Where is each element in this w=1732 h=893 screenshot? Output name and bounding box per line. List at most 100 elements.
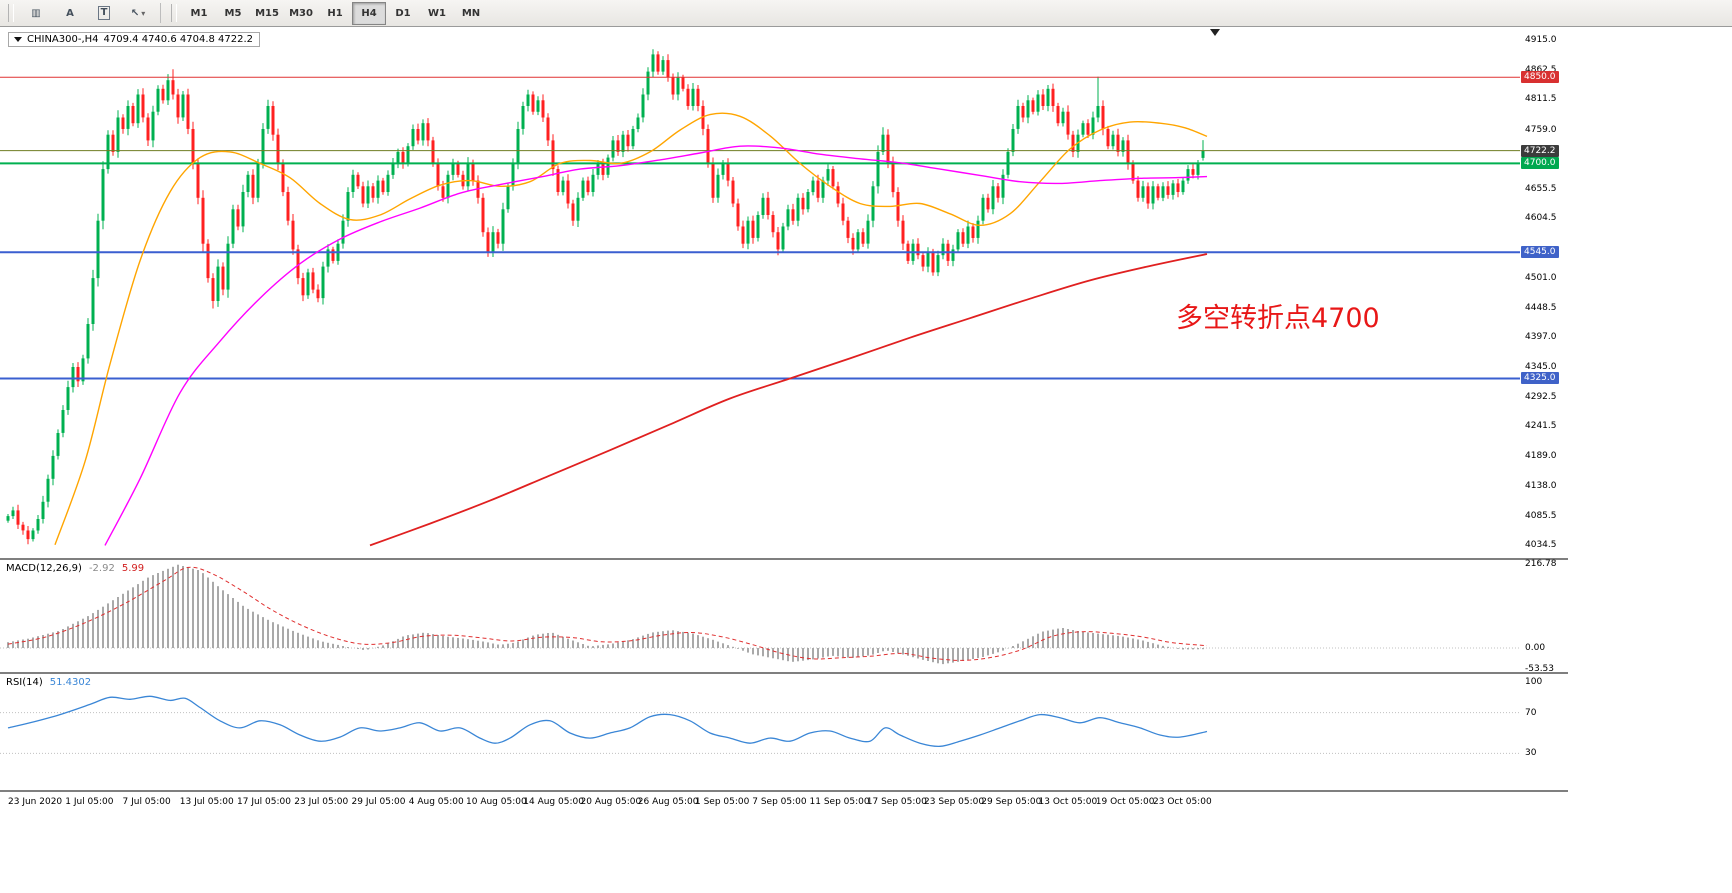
- time-axis[interactable]: 23 Jun 2020 1 Jul 05:00 7 Jul 05:00 13 Jul …: [0, 792, 1568, 814]
- price-tick: 4448.5: [1525, 302, 1557, 313]
- candle: [311, 267, 315, 294]
- toolbar-grip-2[interactable]: [171, 4, 177, 22]
- candle: [206, 239, 210, 283]
- candle: [856, 229, 860, 253]
- candle: [321, 261, 325, 305]
- candle: [841, 197, 845, 226]
- main-chart-canvas[interactable]: [0, 28, 1520, 558]
- chevron-down-icon[interactable]: ▾: [141, 8, 146, 18]
- candle: [1126, 134, 1130, 170]
- toolbar-grip[interactable]: [8, 4, 14, 22]
- candle: [366, 180, 370, 208]
- candle: [576, 192, 580, 227]
- timeframe-button-mn[interactable]: MN: [461, 7, 481, 19]
- candle: [201, 190, 205, 252]
- candle: [291, 214, 295, 255]
- candle: [271, 101, 275, 141]
- timeframe-button-d1[interactable]: D1: [395, 7, 411, 19]
- timeframe-button-m5[interactable]: M5: [224, 7, 242, 19]
- candle: [501, 202, 505, 251]
- macd-scale[interactable]: 216.78 0.00 -53.53: [1520, 559, 1568, 674]
- candle: [1096, 76, 1100, 123]
- macd-canvas[interactable]: [0, 560, 1520, 672]
- rsi-scale[interactable]: 100 70 30: [1520, 674, 1568, 790]
- macd-hist-value: -2.92: [88, 563, 115, 574]
- candle: [76, 362, 80, 387]
- candle: [966, 220, 970, 249]
- candle: [711, 157, 715, 203]
- ohlc-toggle-icon[interactable]: [14, 37, 22, 42]
- candle: [1166, 181, 1170, 199]
- candle: [106, 130, 110, 174]
- candle: [766, 191, 770, 220]
- candle: [286, 186, 290, 226]
- chart-shift-marker-icon[interactable]: [1210, 29, 1220, 36]
- candle: [786, 204, 790, 231]
- candle: [81, 354, 85, 385]
- candle: [981, 194, 985, 225]
- candle: [141, 88, 145, 123]
- rsi-canvas[interactable]: [0, 674, 1520, 790]
- candle: [466, 157, 470, 192]
- timeframe-button-h1[interactable]: H1: [327, 7, 343, 19]
- candle: [6, 514, 10, 523]
- candle: [191, 121, 195, 170]
- candle: [636, 113, 640, 133]
- timeframe-button-m15[interactable]: M15: [255, 7, 279, 19]
- candle: [41, 495, 45, 524]
- candle: [656, 51, 660, 75]
- time-axis-label: 26 Aug 05:00: [637, 797, 699, 807]
- candle: [391, 158, 395, 179]
- time-axis-label: 4 Aug 05:00: [408, 797, 464, 807]
- timeframe-button-h4[interactable]: H4: [352, 1, 386, 25]
- candle: [1081, 120, 1085, 138]
- macd-pane[interactable]: MACD(12,26,9) -2.92 5.99 216.78 0.00 -53.53: [0, 559, 1568, 674]
- chart-window-icon[interactable]: ▥: [19, 2, 53, 25]
- candle: [631, 125, 635, 150]
- candle: [1051, 83, 1055, 112]
- candle: [586, 176, 590, 196]
- macd-signal-line: [7, 566, 1208, 661]
- rsi-scale-tick: 70: [1525, 707, 1537, 718]
- text-annotation-tool[interactable]: A: [53, 2, 87, 25]
- candle: [11, 506, 15, 519]
- candle: [696, 85, 700, 112]
- candle: [921, 251, 925, 272]
- candle: [171, 69, 175, 100]
- candle: [66, 380, 70, 415]
- candle: [266, 99, 270, 134]
- price-tick: 4345.0: [1525, 361, 1557, 372]
- candle: [941, 238, 945, 260]
- candle: [1176, 179, 1180, 198]
- candle: [851, 233, 855, 255]
- candle: [986, 193, 990, 213]
- time-axis-label: 7 Jul 05:00: [122, 797, 171, 807]
- candle: [796, 193, 800, 227]
- candle: [431, 136, 435, 167]
- candle: [836, 181, 840, 208]
- text-label-tool[interactable]: T: [87, 2, 121, 25]
- candle: [716, 168, 720, 203]
- ma-line-red: [369, 253, 1208, 547]
- price-scale[interactable]: 4915.0 4862.5 4811.5 4759.0 4655.5 4604.5 4501…: [1520, 28, 1568, 558]
- time-axis-label: 10 Aug 05:00: [466, 797, 527, 807]
- timeframe-button-m30[interactable]: M30: [289, 7, 313, 19]
- crosshair-tool[interactable]: ↖ ▾: [121, 2, 155, 25]
- time-axis-label: 23 Jun 2020: [8, 797, 63, 807]
- timeframe-button-m1[interactable]: M1: [190, 7, 208, 19]
- candle: [246, 171, 250, 198]
- candle: [846, 216, 850, 244]
- candle: [421, 119, 425, 146]
- rsi-pane[interactable]: RSI(14) 51.4302 100 70 30: [0, 674, 1568, 792]
- candle: [281, 159, 285, 197]
- candle: [371, 183, 375, 203]
- chart-title[interactable]: CHINA300-,H4 4709.4 4740.6 4704.8 4722.2: [8, 32, 261, 47]
- candle: [556, 165, 560, 196]
- candle: [1161, 182, 1165, 202]
- candle: [161, 84, 165, 104]
- timeframe-button-w1[interactable]: W1: [428, 7, 446, 19]
- price-pane[interactable]: CHINA300-,H4 4709.4 4740.6 4704.8 4722.2…: [0, 28, 1568, 560]
- candle: [646, 67, 650, 101]
- time-axis-label: 17 Jul 05:00: [237, 797, 291, 807]
- candle: [886, 129, 890, 169]
